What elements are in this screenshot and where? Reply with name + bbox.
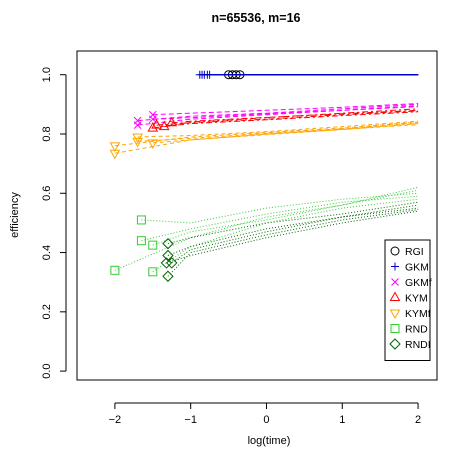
series-rndi xyxy=(160,201,419,282)
legend-marker-kym xyxy=(389,291,401,301)
series-line-kym xyxy=(171,109,419,124)
legend-marker-rndi xyxy=(389,338,401,350)
series-kym xyxy=(147,108,419,132)
series-line-rndi xyxy=(167,209,419,277)
data-point-rnd xyxy=(148,240,158,250)
x-tick-label: −1 xyxy=(184,414,197,426)
y-tick-label: 0.6 xyxy=(41,186,53,201)
series-line-kym xyxy=(156,110,419,126)
data-point-gkm xyxy=(205,70,214,79)
x-axis-label: log(time) xyxy=(248,435,291,447)
x-tick-label: −2 xyxy=(109,414,122,426)
legend-label-rnd: RND xyxy=(405,324,428,336)
data-point-kym xyxy=(147,122,159,132)
series-line-rnd xyxy=(141,195,419,242)
plot-frame xyxy=(76,50,438,381)
x-tick-label: 1 xyxy=(339,414,345,426)
series-line-kymf xyxy=(114,123,419,154)
legend-marker-gkmf xyxy=(391,278,399,286)
y-tick-label: 0.8 xyxy=(41,126,53,141)
y-tick-label: 0.2 xyxy=(41,304,53,319)
series-line-gkmf xyxy=(137,103,419,122)
data-point-rnd xyxy=(136,215,146,225)
data-point-rndi xyxy=(160,257,173,269)
x-tick-label: 0 xyxy=(263,414,269,426)
data-point-rndi xyxy=(162,249,174,262)
series-line-rndi xyxy=(166,210,419,264)
series-line-kymf xyxy=(114,121,419,147)
data-point-rndi xyxy=(162,270,174,282)
series-kymf xyxy=(109,120,419,160)
data-point-rnd xyxy=(136,236,146,246)
axes: −2 −1 0 1 2 0.0 0.2 0.4 0.6 0.8 1.0 xyxy=(41,67,421,426)
data-point-kym xyxy=(166,116,178,127)
legend-label-gkmf: GKMf xyxy=(405,277,432,289)
legend-label-rgi: RGI xyxy=(405,246,424,258)
legend-label-kym: KYM xyxy=(405,293,428,305)
data-point-rndi xyxy=(162,237,174,250)
data-point-kymf xyxy=(109,149,121,160)
legend-marker-rgi xyxy=(390,246,400,256)
plot-area xyxy=(109,70,419,282)
legend-label-rndi: RNDI xyxy=(405,339,431,351)
chart-title: n=65536, m=16 xyxy=(212,11,301,25)
series-line-rnd xyxy=(141,192,419,224)
legend-marker-kymf xyxy=(389,309,401,320)
series-line-kymf xyxy=(137,120,419,138)
data-point-rnd xyxy=(148,267,158,277)
series-line-gkmf xyxy=(152,103,419,116)
y-axis-label: efficiency xyxy=(9,192,21,238)
series-rnd xyxy=(110,186,419,277)
series-line-rnd xyxy=(152,186,419,246)
data-point-kymf xyxy=(109,142,121,152)
data-point-kymf xyxy=(147,139,159,149)
y-tick-label: 1.0 xyxy=(41,67,53,82)
data-point-kymf xyxy=(132,137,143,148)
legend-label-kymf: KYMf xyxy=(405,308,431,320)
series-line-rndi xyxy=(171,204,419,264)
data-point-kym xyxy=(158,120,170,131)
y-tick-label: 0.4 xyxy=(41,245,53,260)
legend: RGI GKM GKMf KYM KYMf RND RNDI xyxy=(384,239,432,361)
series-line-kymf xyxy=(137,122,419,142)
data-point-kym xyxy=(151,119,162,129)
legend-marker-gkm xyxy=(391,262,399,271)
y-tick-label: 0.0 xyxy=(41,363,53,378)
series-line-kymf xyxy=(152,124,419,144)
data-point-rnd xyxy=(110,265,120,275)
data-point-gkmf xyxy=(148,115,157,124)
legend-marker-rnd xyxy=(390,324,400,333)
series-line-rndi xyxy=(167,207,419,256)
data-point-rndi xyxy=(166,257,178,269)
series-line-rnd xyxy=(152,198,419,273)
series-line-gkmf xyxy=(137,105,419,126)
series-gkmf xyxy=(133,103,419,129)
series-line-gkmf xyxy=(152,106,419,120)
series-line-rnd xyxy=(114,189,419,271)
x-tick-label: 2 xyxy=(415,414,421,426)
series-line-kym xyxy=(164,111,419,128)
series-line-rndi xyxy=(167,201,419,245)
legend-label-gkm: GKM xyxy=(405,262,429,274)
data-point-gkmf xyxy=(133,121,142,129)
series-gkm xyxy=(195,70,419,79)
